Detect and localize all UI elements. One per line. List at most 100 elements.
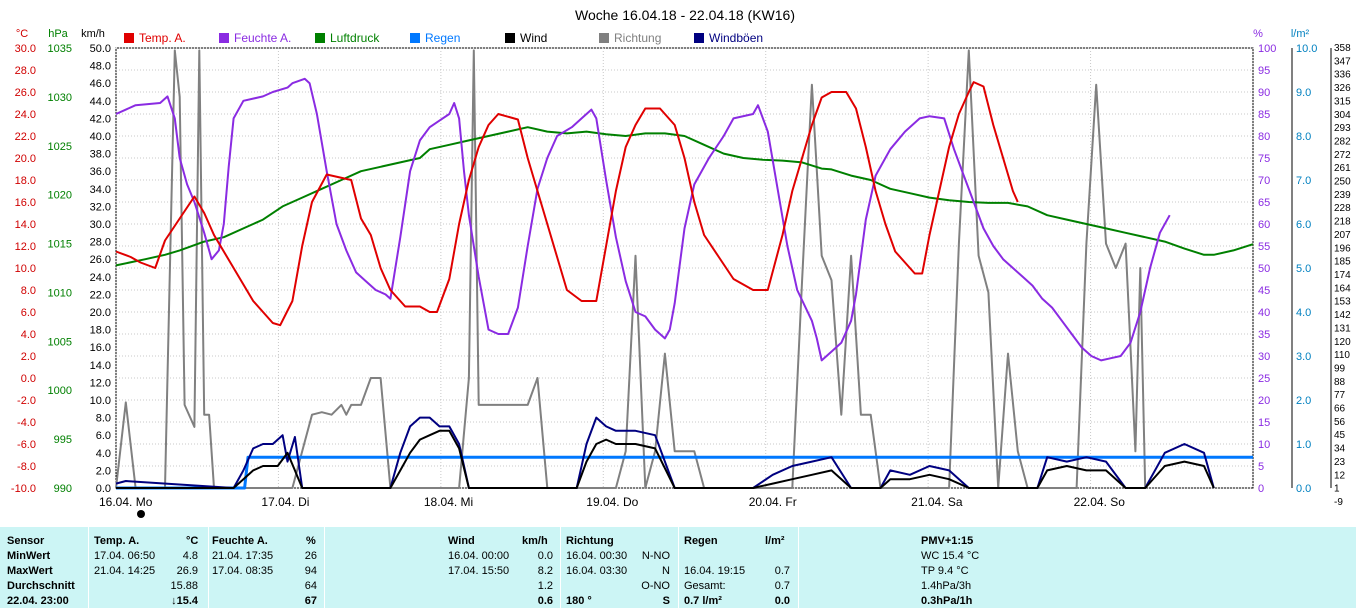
rain-tick-label: 8.0 <box>1296 131 1311 143</box>
temp-tick-label: 16.0 <box>15 197 36 209</box>
chart-grid <box>115 47 1254 489</box>
wind-tick-label: 0.0 <box>96 483 111 495</box>
direction-tick-label: 88 <box>1334 377 1346 388</box>
header-pmv: PMV+1:15 <box>921 535 974 547</box>
temp-tick-label: 20.0 <box>15 153 36 165</box>
row-label: MaxWert <box>7 565 53 577</box>
temp-tick-label: -8.0 <box>17 461 36 473</box>
legend-label: Windböen <box>709 31 763 45</box>
legend-label: Wind <box>520 31 547 45</box>
pmv-value: 1.4hPa/3h <box>921 580 972 592</box>
pressure-tick-label: 1010 <box>48 287 72 299</box>
x-axis: 16.04. Mo 17.04. Di 18.04. Mi 19.04. Do 20.0… <box>99 495 1125 518</box>
pmv-value: TP 9.4 °C <box>921 565 969 577</box>
wind-tick-label: 30.0 <box>90 219 111 231</box>
humidity-tick-label: 70 <box>1258 175 1270 187</box>
wind-time: 17.04. 15:50 <box>448 565 510 577</box>
header-wind: Wind <box>448 535 475 547</box>
direction-value: N <box>662 565 670 577</box>
humidity-tick-label: 25 <box>1258 373 1270 385</box>
series-line-windb-en <box>115 416 1215 489</box>
rain-tick-label: 7.0 <box>1296 175 1311 187</box>
legend-label: Temp. A. <box>139 31 186 45</box>
rain-value: 0.7 <box>774 580 790 592</box>
header-wind-unit: km/h <box>522 535 548 547</box>
direction-tick-label: 336 <box>1334 70 1351 81</box>
x-tick-label: 19.04. Do <box>586 495 638 509</box>
legend-label: Richtung <box>614 31 661 45</box>
series-line-temp-a- <box>115 81 1019 327</box>
header-rain-unit: l/m² <box>765 535 785 547</box>
rain-tick-label: 9.0 <box>1296 87 1311 99</box>
direction-tick-label: 153 <box>1334 297 1351 308</box>
temp-tick-label: 4.0 <box>21 329 36 341</box>
humidity-tick-label: 5 <box>1258 461 1264 473</box>
humidity-tick-label: 30 <box>1258 351 1270 363</box>
rain-tick-label: 3.0 <box>1296 351 1311 363</box>
axis-unit-pressure: hPa <box>48 28 68 40</box>
summary-table: Sensor Temp. A. °C Feuchte A. % Wind km/… <box>0 527 1356 608</box>
rain-tick-label: 10.0 <box>1296 43 1317 55</box>
wind-tick-label: 8.0 <box>96 413 111 425</box>
temp-tick-label: -4.0 <box>17 417 36 429</box>
moon-phase-icon <box>137 510 145 518</box>
rain-tick-label: 5.0 <box>1296 263 1311 275</box>
humidity-tick-label: 75 <box>1258 153 1270 165</box>
direction-time: 16.04. 03:30 <box>566 565 628 577</box>
humidity-tick-label: 20 <box>1258 395 1270 407</box>
rain-tick-label: 4.0 <box>1296 307 1311 319</box>
rain-value: 0.7 <box>774 565 790 577</box>
header-direction: Richtung <box>566 535 614 547</box>
legend-label: Feuchte A. <box>234 31 291 45</box>
temp-tick-label: 24.0 <box>15 109 36 121</box>
wind-tick-label: 46.0 <box>90 78 111 90</box>
direction-value: O-NO <box>641 580 670 592</box>
wind-tick-label: 34.0 <box>90 184 111 196</box>
pmv-value: WC 15.4 °C <box>921 550 980 562</box>
direction-tick-label: 12 <box>1334 470 1346 481</box>
wind-tick-label: 4.0 <box>96 448 111 460</box>
pressure-tick-label: 990 <box>54 483 72 495</box>
legend-swatch <box>694 33 704 43</box>
header-temp-unit: °C <box>186 535 199 547</box>
direction-tick-label: 66 <box>1334 404 1346 415</box>
direction-tick-label: 1 <box>1334 484 1340 495</box>
humidity-tick-label: 85 <box>1258 109 1270 121</box>
humidity-tick-label: 95 <box>1258 65 1270 77</box>
header-humidity: Feuchte A. <box>212 535 268 547</box>
chart-series <box>115 49 1254 490</box>
temp-tick-label: 6.0 <box>21 307 36 319</box>
direction-value: N-NO <box>641 550 670 562</box>
header-rain: Regen <box>684 535 718 547</box>
wind-tick-label: 48.0 <box>90 61 111 73</box>
legend-label: Regen <box>425 31 460 45</box>
temp-tick-label: -6.0 <box>17 439 36 451</box>
humidity-tick-label: 45 <box>1258 285 1270 297</box>
legend-swatch <box>599 33 609 43</box>
header-temp: Temp. A. <box>94 535 140 547</box>
direction-tick-label: -9 <box>1334 497 1343 508</box>
wind-value: 1.2 <box>537 580 553 592</box>
direction-tick-label: 56 <box>1334 417 1346 428</box>
wind-tick-label: 36.0 <box>90 166 111 178</box>
direction-tick-label: 228 <box>1334 203 1351 214</box>
axis-unit-rain: l/m² <box>1291 28 1310 40</box>
rain-tick-label: 2.0 <box>1296 395 1311 407</box>
wind-tick-label: 38.0 <box>90 149 111 161</box>
wind-tick-label: 12.0 <box>90 377 111 389</box>
wind-value: 8.2 <box>537 565 553 577</box>
row-label: 22.04. 23:00 <box>7 595 69 607</box>
direction-tick-label: 239 <box>1334 190 1351 201</box>
wind-tick-label: 28.0 <box>90 237 111 249</box>
direction-tick-label: 326 <box>1334 83 1351 94</box>
wind-tick-label: 44.0 <box>90 96 111 108</box>
temp-tick-label: -10.0 <box>11 483 36 495</box>
legend-label: Luftdruck <box>330 31 380 45</box>
temp-value: 15.88 <box>170 580 198 592</box>
legend-swatch <box>219 33 229 43</box>
direction-tick-label: 347 <box>1334 56 1351 67</box>
x-tick-label: 17.04. Di <box>261 495 309 509</box>
wind-tick-label: 18.0 <box>90 325 111 337</box>
pressure-tick-label: 1015 <box>48 239 72 251</box>
humidity-value: 64 <box>304 580 317 592</box>
